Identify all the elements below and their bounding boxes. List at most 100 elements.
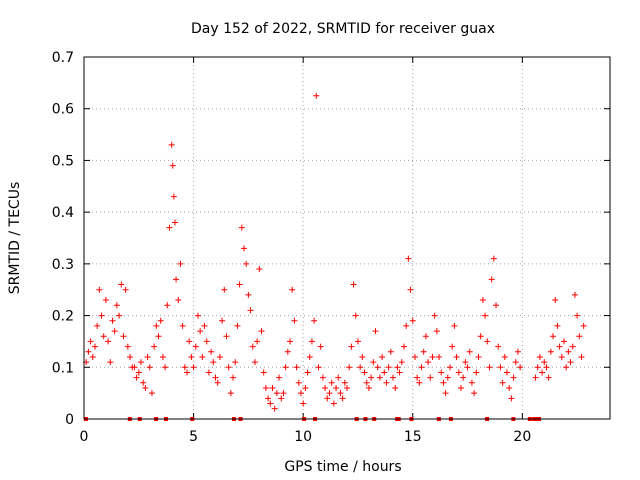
data-point: [400, 343, 407, 350]
data-point: [153, 322, 160, 329]
data-point: [560, 338, 567, 345]
data-point: [385, 364, 392, 371]
data-point: [168, 141, 175, 148]
data-point: [420, 348, 427, 355]
data-point: [429, 353, 436, 360]
x-tick-label: 0: [80, 429, 89, 445]
data-point: [148, 390, 155, 397]
data-point: [308, 338, 315, 345]
data-point: [543, 364, 550, 371]
data-point: [457, 384, 464, 391]
data-point: [411, 353, 418, 360]
data-point: [171, 219, 178, 226]
data-point: [574, 312, 581, 319]
data-point: [199, 353, 206, 360]
data-point: [170, 193, 177, 200]
y-tick-label: 0.1: [52, 360, 74, 376]
data-point: [425, 359, 432, 366]
data-point: [269, 384, 276, 391]
data-point: [100, 333, 107, 340]
data-point: [221, 286, 228, 293]
data-point: [311, 317, 318, 324]
data-point: [214, 379, 221, 386]
data-point: [539, 369, 546, 376]
data-point: [578, 353, 585, 360]
data-point: [247, 307, 254, 314]
data-point: [133, 374, 140, 381]
data-point: [462, 359, 469, 366]
data-point: [442, 390, 449, 397]
data-point: [460, 374, 467, 381]
data-point: [96, 286, 103, 293]
data-point: [282, 364, 289, 371]
data-point: [468, 379, 475, 386]
data-point: [379, 353, 386, 360]
data-point: [140, 379, 147, 386]
data-point: [333, 384, 340, 391]
x-tick-label: 10: [294, 429, 312, 445]
data-point: [473, 369, 480, 376]
data-point: [556, 343, 563, 350]
data-point: [118, 281, 125, 288]
data-point: [105, 338, 112, 345]
data-point: [289, 286, 296, 293]
data-point: [414, 374, 421, 381]
data-point: [319, 374, 326, 381]
data-point: [326, 390, 333, 397]
data-point: [225, 364, 232, 371]
data-point: [335, 374, 342, 381]
data-point: [506, 384, 513, 391]
data-point: [175, 297, 182, 304]
data-point: [120, 333, 127, 340]
data-point: [262, 384, 269, 391]
y-tick-label: 0.5: [52, 153, 74, 169]
data-point: [508, 395, 515, 402]
data-point: [330, 400, 337, 407]
data-point: [361, 369, 368, 376]
data-point: [258, 328, 265, 335]
data-point: [276, 374, 283, 381]
data-point: [234, 322, 241, 329]
data-point: [438, 369, 445, 376]
data-point: [495, 343, 502, 350]
data-point: [113, 302, 120, 309]
data-point: [144, 353, 151, 360]
data-point: [267, 400, 274, 407]
data-point: [536, 353, 543, 360]
data-point: [359, 353, 366, 360]
data-point: [471, 390, 478, 397]
data-point: [337, 390, 344, 397]
data-point: [313, 92, 320, 99]
data-point: [409, 317, 416, 324]
data-point: [341, 379, 348, 386]
data-point: [135, 369, 142, 376]
data-point: [407, 286, 414, 293]
data-point: [173, 276, 180, 283]
data-point: [197, 328, 204, 335]
data-point: [449, 343, 456, 350]
y-tick-label: 0.4: [52, 205, 74, 221]
data-point: [251, 359, 258, 366]
data-point: [464, 364, 471, 371]
data-point: [190, 364, 197, 371]
data-point: [210, 359, 217, 366]
y-tick-label: 0.2: [52, 309, 74, 325]
data-point: [122, 286, 129, 293]
data-point: [249, 343, 256, 350]
data-point: [433, 328, 440, 335]
data-point: [240, 245, 247, 252]
data-point: [403, 322, 410, 329]
data-point: [372, 328, 379, 335]
data-point: [245, 291, 252, 298]
plot-frame: [83, 56, 611, 420]
data-point: [188, 353, 195, 360]
data-point: [137, 359, 144, 366]
data-point: [532, 374, 539, 381]
data-point: [352, 312, 359, 319]
data-point: [280, 390, 287, 397]
data-point: [146, 364, 153, 371]
data-point: [552, 297, 559, 304]
data-point: [300, 400, 307, 407]
data-point: [98, 312, 105, 319]
